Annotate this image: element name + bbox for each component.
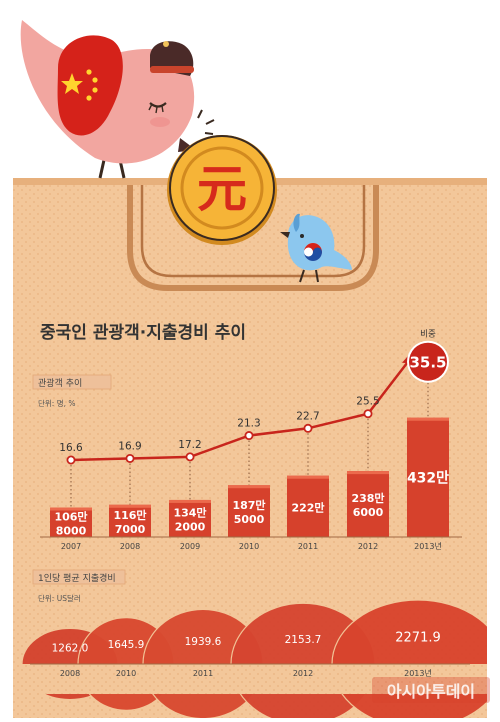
tourist-bar [109, 504, 151, 537]
spending-value-label: 2271.9 [395, 631, 441, 646]
tourist-bar-label: 432만 [407, 470, 449, 486]
tourist-bar-top [287, 475, 329, 479]
tourist-bar [287, 475, 329, 537]
tourist-bar-label: 7000 [115, 523, 146, 536]
spending-x-tick: 2008 [60, 669, 80, 678]
korea-bird-icon [280, 213, 352, 283]
spending-ground [13, 664, 487, 694]
share-point [363, 409, 373, 419]
share-bubble [409, 342, 447, 381]
tourist-bar-label: 187만 [232, 498, 265, 512]
tourist-bar-top [347, 471, 389, 475]
tourists-label-tab [32, 374, 112, 390]
yuan-coin-symbol: 元 [197, 160, 247, 218]
spending-value-label: 1939.6 [185, 636, 222, 648]
tourist-x-tick: 2008 [120, 542, 140, 551]
tourist-x-tick: 2012 [358, 542, 378, 551]
tourist-bar-label: 6000 [353, 506, 384, 519]
tourist-bar-label: 238만 [351, 491, 384, 505]
tourist-x-tick: 2007 [61, 542, 81, 551]
spending-value-label: 1645.9 [108, 639, 145, 651]
spending-chart: 1262.0 1645.9 1939.6 2153.7 2271.9 2008 2010 20… [13, 599, 487, 718]
tourist-bar-top [109, 504, 151, 508]
share-point [244, 431, 254, 441]
spending-panel-label: 1인당 평균 지출경비 [38, 572, 116, 584]
share-point-label: 16.9 [118, 440, 141, 452]
tourist-x-tick: 2009 [180, 542, 200, 551]
china-bird-icon [20, 20, 215, 179]
share-point-label: 21.3 [237, 418, 260, 430]
share-point-label: 17.2 [178, 439, 201, 451]
chart-title: 중국인 관광객·지출경비 추이 [40, 323, 246, 343]
tourist-x-tick: 2010 [239, 542, 259, 551]
tourist-bar-label: 134만 [173, 505, 206, 519]
share-point-label: 22.7 [296, 410, 319, 422]
share-legend-label: 비중 [420, 330, 436, 340]
tourist-bar-label: 8000 [56, 524, 87, 537]
spending-x-tick: 2012 [293, 669, 313, 678]
share-point-label: 16.6 [59, 442, 83, 454]
spending-x-tick: 2011 [193, 669, 213, 678]
tourist-bar-label: 106만 [54, 509, 87, 523]
tourist-bar [50, 507, 92, 537]
share-point [185, 452, 195, 462]
source-watermark: 아시아투데이 [387, 682, 475, 701]
yuan-coin-icon: 元 [167, 135, 277, 245]
spending-x-tick: 2013년 [404, 668, 432, 678]
spending-label-tab [32, 569, 126, 585]
tourist-bar [347, 471, 389, 537]
spending-value-label: 1262.0 [52, 643, 89, 655]
tourist-bar-label: 2000 [175, 520, 206, 533]
tourist-bar-top [50, 507, 92, 511]
tourist-bar [228, 485, 270, 537]
spending-value-label: 2153.7 [285, 634, 322, 646]
tourists-panel-unit: 단위: 명, % [38, 398, 76, 408]
spending-x-tick: 2010 [116, 669, 136, 678]
tourist-bar-label: 5000 [234, 513, 265, 526]
tourist-x-tick: 2011 [298, 542, 318, 551]
tourist-bar-top [407, 417, 449, 421]
share-point [66, 455, 76, 465]
tourist-bar-label: 222만 [291, 500, 324, 514]
share-point [125, 453, 135, 463]
tourist-bar [169, 499, 211, 537]
source-badge-bg [372, 677, 490, 703]
tourist-bar [407, 417, 449, 537]
share-point [303, 423, 313, 433]
tourist-x-tick: 2013년 [414, 541, 442, 551]
share-bubble-value: 35.5 [409, 354, 446, 372]
tourist-bar-top [228, 485, 270, 489]
tourist-bar-label: 116만 [113, 508, 146, 522]
tourists-panel-label: 관광객 추이 [38, 377, 82, 389]
spending-panel-unit: 단위: US달러 [38, 593, 81, 603]
tourist-bar-top [169, 499, 211, 503]
share-point-label: 25.5 [356, 396, 379, 408]
